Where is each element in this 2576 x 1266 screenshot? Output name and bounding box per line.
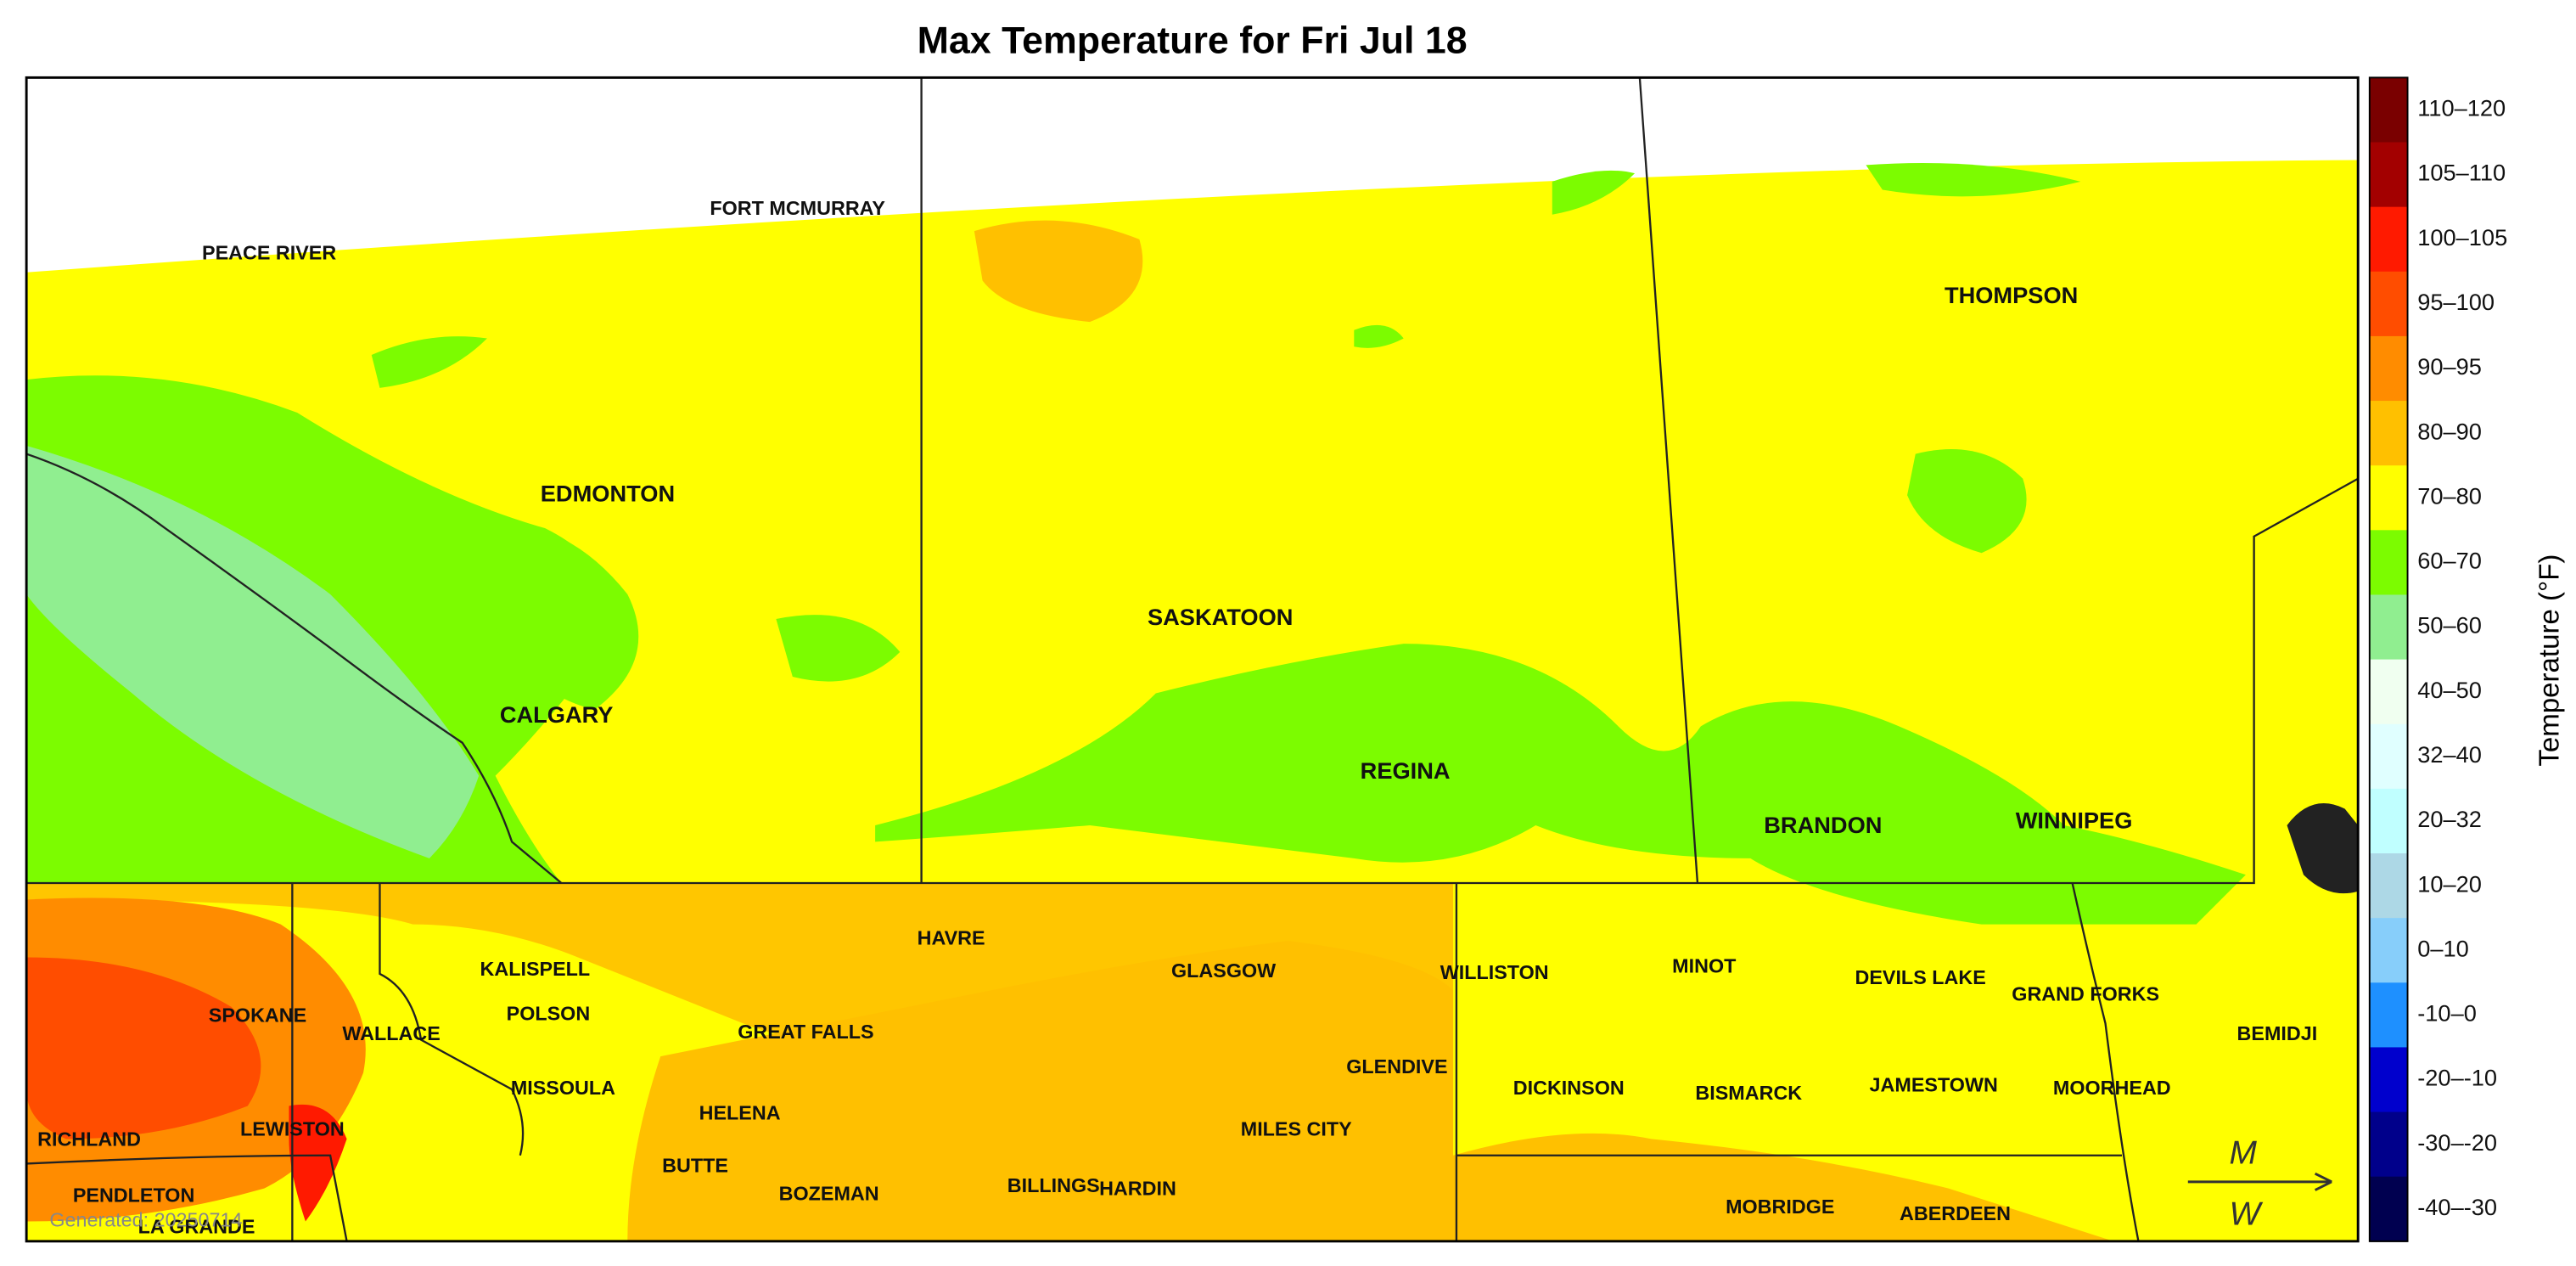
legend-swatch [2369, 659, 2408, 725]
svg-text:M: M [2229, 1134, 2257, 1171]
legend-swatch [2369, 723, 2408, 790]
legend-swatch [2369, 788, 2408, 854]
map-frame [25, 76, 2360, 1243]
legend-label: 0–10 [2417, 935, 2469, 961]
city-label: EDMONTON [541, 480, 675, 506]
legend-label: 10–20 [2417, 870, 2482, 897]
legend-label: 20–32 [2417, 806, 2482, 832]
legend-label: 105–110 [2417, 160, 2506, 186]
city-label: HAVRE [918, 926, 985, 948]
city-labels: PEACE RIVER FORT MCMURRAY EDMONTON CALGA… [37, 197, 2317, 1237]
city-label: HELENA [699, 1101, 781, 1123]
legend-swatch [2369, 142, 2408, 208]
legend-label: 95–100 [2417, 289, 2495, 315]
city-label: RICHLAND [37, 1128, 141, 1150]
city-label: GLENDIVE [1346, 1055, 1447, 1078]
logo: M W [2187, 1134, 2332, 1232]
city-label: WINNIPEG [2016, 807, 2133, 833]
city-label: BILLINGS [1007, 1174, 1100, 1196]
city-label: MILES CITY [1241, 1118, 1352, 1140]
legend-swatch [2369, 530, 2408, 596]
city-label: GLASGOW [1171, 959, 1276, 982]
city-label: FORT MCMURRAY [710, 197, 885, 219]
legend-label: -40–-30 [2417, 1194, 2497, 1220]
city-label: BEMIDJI [2237, 1022, 2318, 1044]
legend-label: -30–-20 [2417, 1129, 2497, 1156]
city-label: HARDIN [1099, 1178, 1176, 1200]
legend-label: 110–120 [2417, 95, 2506, 121]
city-label: REGINA [1361, 757, 1451, 784]
city-label: BOZEMAN [779, 1183, 879, 1205]
legend-label: 90–95 [2417, 353, 2482, 380]
svg-text:W: W [2229, 1196, 2263, 1232]
city-label: POLSON [507, 1003, 591, 1025]
city-label: DEVILS LAKE [1855, 966, 1985, 988]
generated-stamp: Generated: 20250714 [49, 1209, 242, 1231]
city-label: KALISPELL [480, 958, 591, 980]
legend: 110–120 105–110 100–105 95–100 90–95 80–90 70–… [2368, 76, 2507, 1242]
legend-label: 32–40 [2417, 741, 2482, 768]
legend-swatch [2369, 853, 2408, 920]
legend-swatch [2369, 1176, 2408, 1242]
legend-label: 40–50 [2417, 677, 2482, 703]
city-label: MOORHEAD [2053, 1077, 2171, 1099]
city-label: BUTTE [662, 1155, 728, 1177]
legend-swatch [2369, 594, 2408, 661]
legend-swatch [2369, 982, 2408, 1049]
city-label: BRANDON [1764, 812, 1882, 838]
legend-swatch [2369, 271, 2408, 337]
city-label: GRAND FORKS [2012, 982, 2159, 1004]
temperature-map [26, 77, 2359, 1241]
legend-swatch [2369, 77, 2408, 143]
legend-label: -10–0 [2417, 1000, 2477, 1027]
city-label: THOMPSON [1945, 282, 2078, 308]
legend-swatch [2369, 335, 2408, 402]
city-label: LEWISTON [240, 1118, 345, 1140]
map-title: Max Temperature for Fri Jul 18 [918, 20, 1468, 61]
legend-swatch [2369, 918, 2408, 984]
legend-label: 70–80 [2417, 482, 2482, 509]
city-label: LA GRANDE [138, 1215, 255, 1237]
city-label: PEACE RIVER [202, 242, 336, 264]
city-label: WILLISTON [1440, 961, 1549, 983]
city-label: CALGARY [500, 701, 614, 728]
legend-swatch [2369, 1111, 2408, 1178]
city-label: MISSOULA [511, 1077, 615, 1099]
city-label: PENDLETON [73, 1184, 195, 1207]
legend-swatch [2369, 1047, 2408, 1113]
city-label: SPOKANE [209, 1004, 306, 1027]
legend-frame [2368, 76, 2409, 1242]
city-label: MOBRIDGE [1726, 1196, 1834, 1218]
legend-title: Temperature (°F) [2534, 554, 2566, 767]
city-label: MINOT [1672, 954, 1736, 976]
legend-label: -20–-10 [2417, 1065, 2497, 1091]
city-label: DICKINSON [1513, 1077, 1625, 1099]
city-label: JAMESTOWN [1870, 1073, 1998, 1095]
legend-label: 80–90 [2417, 418, 2482, 444]
city-label: BISMARCK [1695, 1082, 1802, 1104]
legend-label: 60–70 [2417, 548, 2482, 574]
city-label: SASKATOON [1148, 604, 1293, 630]
legend-swatch [2369, 206, 2408, 273]
legend-label: 50–60 [2417, 612, 2482, 639]
legend-label: 100–105 [2417, 224, 2507, 250]
legend-swatch [2369, 465, 2408, 532]
city-label: WALLACE [342, 1022, 440, 1044]
city-label: GREAT FALLS [738, 1021, 873, 1043]
city-label: ABERDEEN [1900, 1202, 2011, 1224]
legend-swatch [2369, 401, 2408, 467]
